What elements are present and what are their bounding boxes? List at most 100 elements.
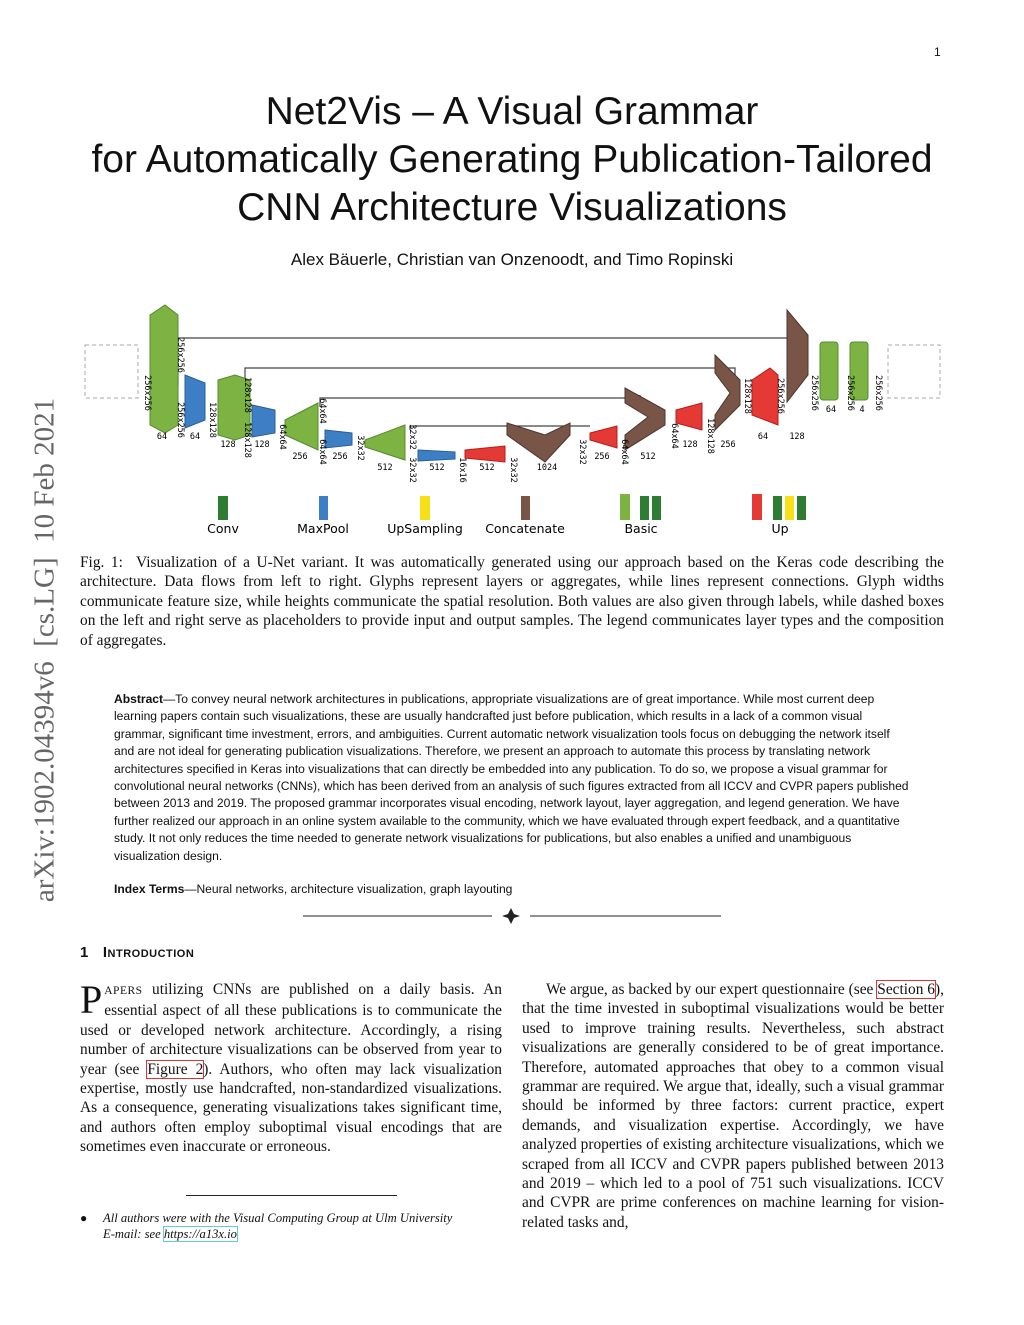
dim-label: 128x128 (207, 402, 217, 438)
abstract: Abstract—To convey neural network archit… (114, 691, 911, 865)
authors: Alex Bäuerle, Christian van Onzenoodt, a… (290, 250, 734, 269)
channel-label: 512 (377, 463, 392, 473)
left-paragraph: P APERS utilizing CNNs are published on a… (80, 980, 502, 1157)
dim-label: 256x256 (775, 378, 785, 414)
up-glyph (751, 367, 779, 426)
legend-swatch (521, 496, 530, 520)
conv-glyph (819, 341, 839, 401)
channel-label: 128 (254, 440, 269, 450)
channel-label: 64 (826, 405, 836, 415)
maxpool-glyph (417, 449, 456, 462)
legend-swatch (319, 496, 328, 520)
up-glyph (464, 445, 506, 463)
channel-label: 64 (758, 432, 768, 442)
dim-label: 32x32 (407, 424, 417, 450)
dim-label: 256x256 (175, 337, 185, 373)
legend-label: UpSampling (387, 521, 463, 536)
channel-label: 256 (292, 452, 307, 462)
channel-label: 128 (682, 440, 697, 450)
connection (409, 425, 590, 430)
channel-label: 4 (859, 405, 864, 415)
ornament (502, 908, 520, 924)
index-terms-label: Index Terms (114, 882, 185, 896)
drop-cap: P (80, 977, 103, 1022)
title-line: CNN Architecture Visualizations (237, 186, 787, 229)
dim-label: 128x128 (242, 422, 252, 458)
dim-label: 64x64 (317, 439, 327, 465)
abstract-label: Abstract (114, 692, 164, 706)
concat-glyph (506, 422, 571, 463)
page-number: 1 (934, 45, 941, 59)
dim-label: 256x256 (809, 375, 819, 411)
legend (218, 494, 806, 520)
bullet: ● (80, 1211, 88, 1225)
footnote-line: E-mail: see https://a13x.io (103, 1226, 452, 1242)
dim-label: 64x64 (669, 423, 679, 449)
maxpool-glyph (184, 374, 206, 429)
connection (319, 395, 641, 407)
channel-label: 512 (429, 463, 444, 473)
legend-label: MaxPool (297, 521, 349, 536)
abstract-text: —To convey neural network architectures … (114, 692, 909, 863)
dim-label: 64x64 (619, 439, 629, 465)
legend-label: Up (771, 521, 788, 536)
dim-label: 128x128 (705, 418, 715, 454)
maxpool-glyph (324, 429, 353, 449)
legend-label: Basic (624, 521, 657, 536)
footnote: All authors were with the Visual Computi… (103, 1210, 452, 1242)
channel-label: 256 (720, 440, 735, 450)
text: utilizing CNNs are published on a daily … (80, 981, 502, 1078)
dim-label: 128x128 (242, 377, 252, 413)
index-terms: Index Terms—Neural networks, architectur… (114, 882, 512, 896)
conv-glyph (149, 304, 179, 434)
channel-label: 512 (640, 452, 655, 462)
glyphs (149, 304, 869, 463)
caption-label: Fig. 1: (80, 554, 123, 571)
concat-glyph (624, 387, 666, 451)
right-paragraph: We argue, as backed by our expert questi… (522, 980, 944, 1232)
dim-label: 32x32 (355, 435, 365, 461)
concat-glyph (714, 353, 741, 432)
caption: Fig. 1: Visualization of a U-Net variant… (80, 553, 944, 650)
dim-label: 64x64 (277, 424, 287, 450)
maxpool-glyph (251, 404, 276, 438)
text: We argue, as backed by our expert questi… (546, 981, 878, 998)
index-terms-text: —Neural networks, architecture visualiza… (184, 882, 513, 896)
up-glyph (589, 425, 618, 449)
dim-label: 256x256 (175, 402, 185, 438)
separator (303, 908, 721, 924)
section-link[interactable]: Section 6 (876, 980, 937, 999)
text: ), that the time invested in suboptimal … (522, 981, 944, 1231)
channel-label: 128 (220, 440, 235, 450)
dim-label: 16x16 (457, 457, 467, 483)
text: ). Authors, who often may lack visualiza… (80, 1060, 502, 1156)
url-link[interactable]: https://a13x.io (162, 1226, 238, 1242)
dim-label: 256x256 (142, 375, 152, 411)
legend-swatch (785, 496, 794, 520)
legend-swatch (620, 494, 630, 520)
up-glyph (675, 402, 703, 431)
title-line: Net2Vis – A Visual Grammar (265, 90, 759, 133)
connection (244, 367, 736, 400)
section-heading: 1 Introduction (80, 944, 194, 961)
legend-swatch (420, 496, 430, 520)
dim-label: 32x32 (577, 439, 587, 465)
title-line: for Automatically Generating Publication… (91, 138, 933, 181)
footnote-line: All authors were with the Visual Computi… (103, 1211, 453, 1225)
channel-label: 1024 (537, 463, 557, 473)
dim-label: 256x256 (845, 375, 855, 411)
legend-swatch (752, 494, 762, 520)
dim-label: 32x32 (508, 457, 518, 483)
legend-swatch (773, 496, 782, 520)
legend-swatch (218, 496, 228, 520)
figure-link[interactable]: Figure 2 (146, 1059, 205, 1079)
conv-glyph (217, 374, 251, 441)
output-placeholder (887, 344, 941, 399)
input-placeholder (84, 344, 139, 399)
section-title: Introduction (102, 944, 195, 961)
title: Net2Vis – A Visual Grammar for Automatic… (0, 88, 1024, 232)
text: E-mail: see (103, 1227, 164, 1241)
concat-glyph (786, 308, 809, 404)
conv-glyph (849, 341, 869, 401)
